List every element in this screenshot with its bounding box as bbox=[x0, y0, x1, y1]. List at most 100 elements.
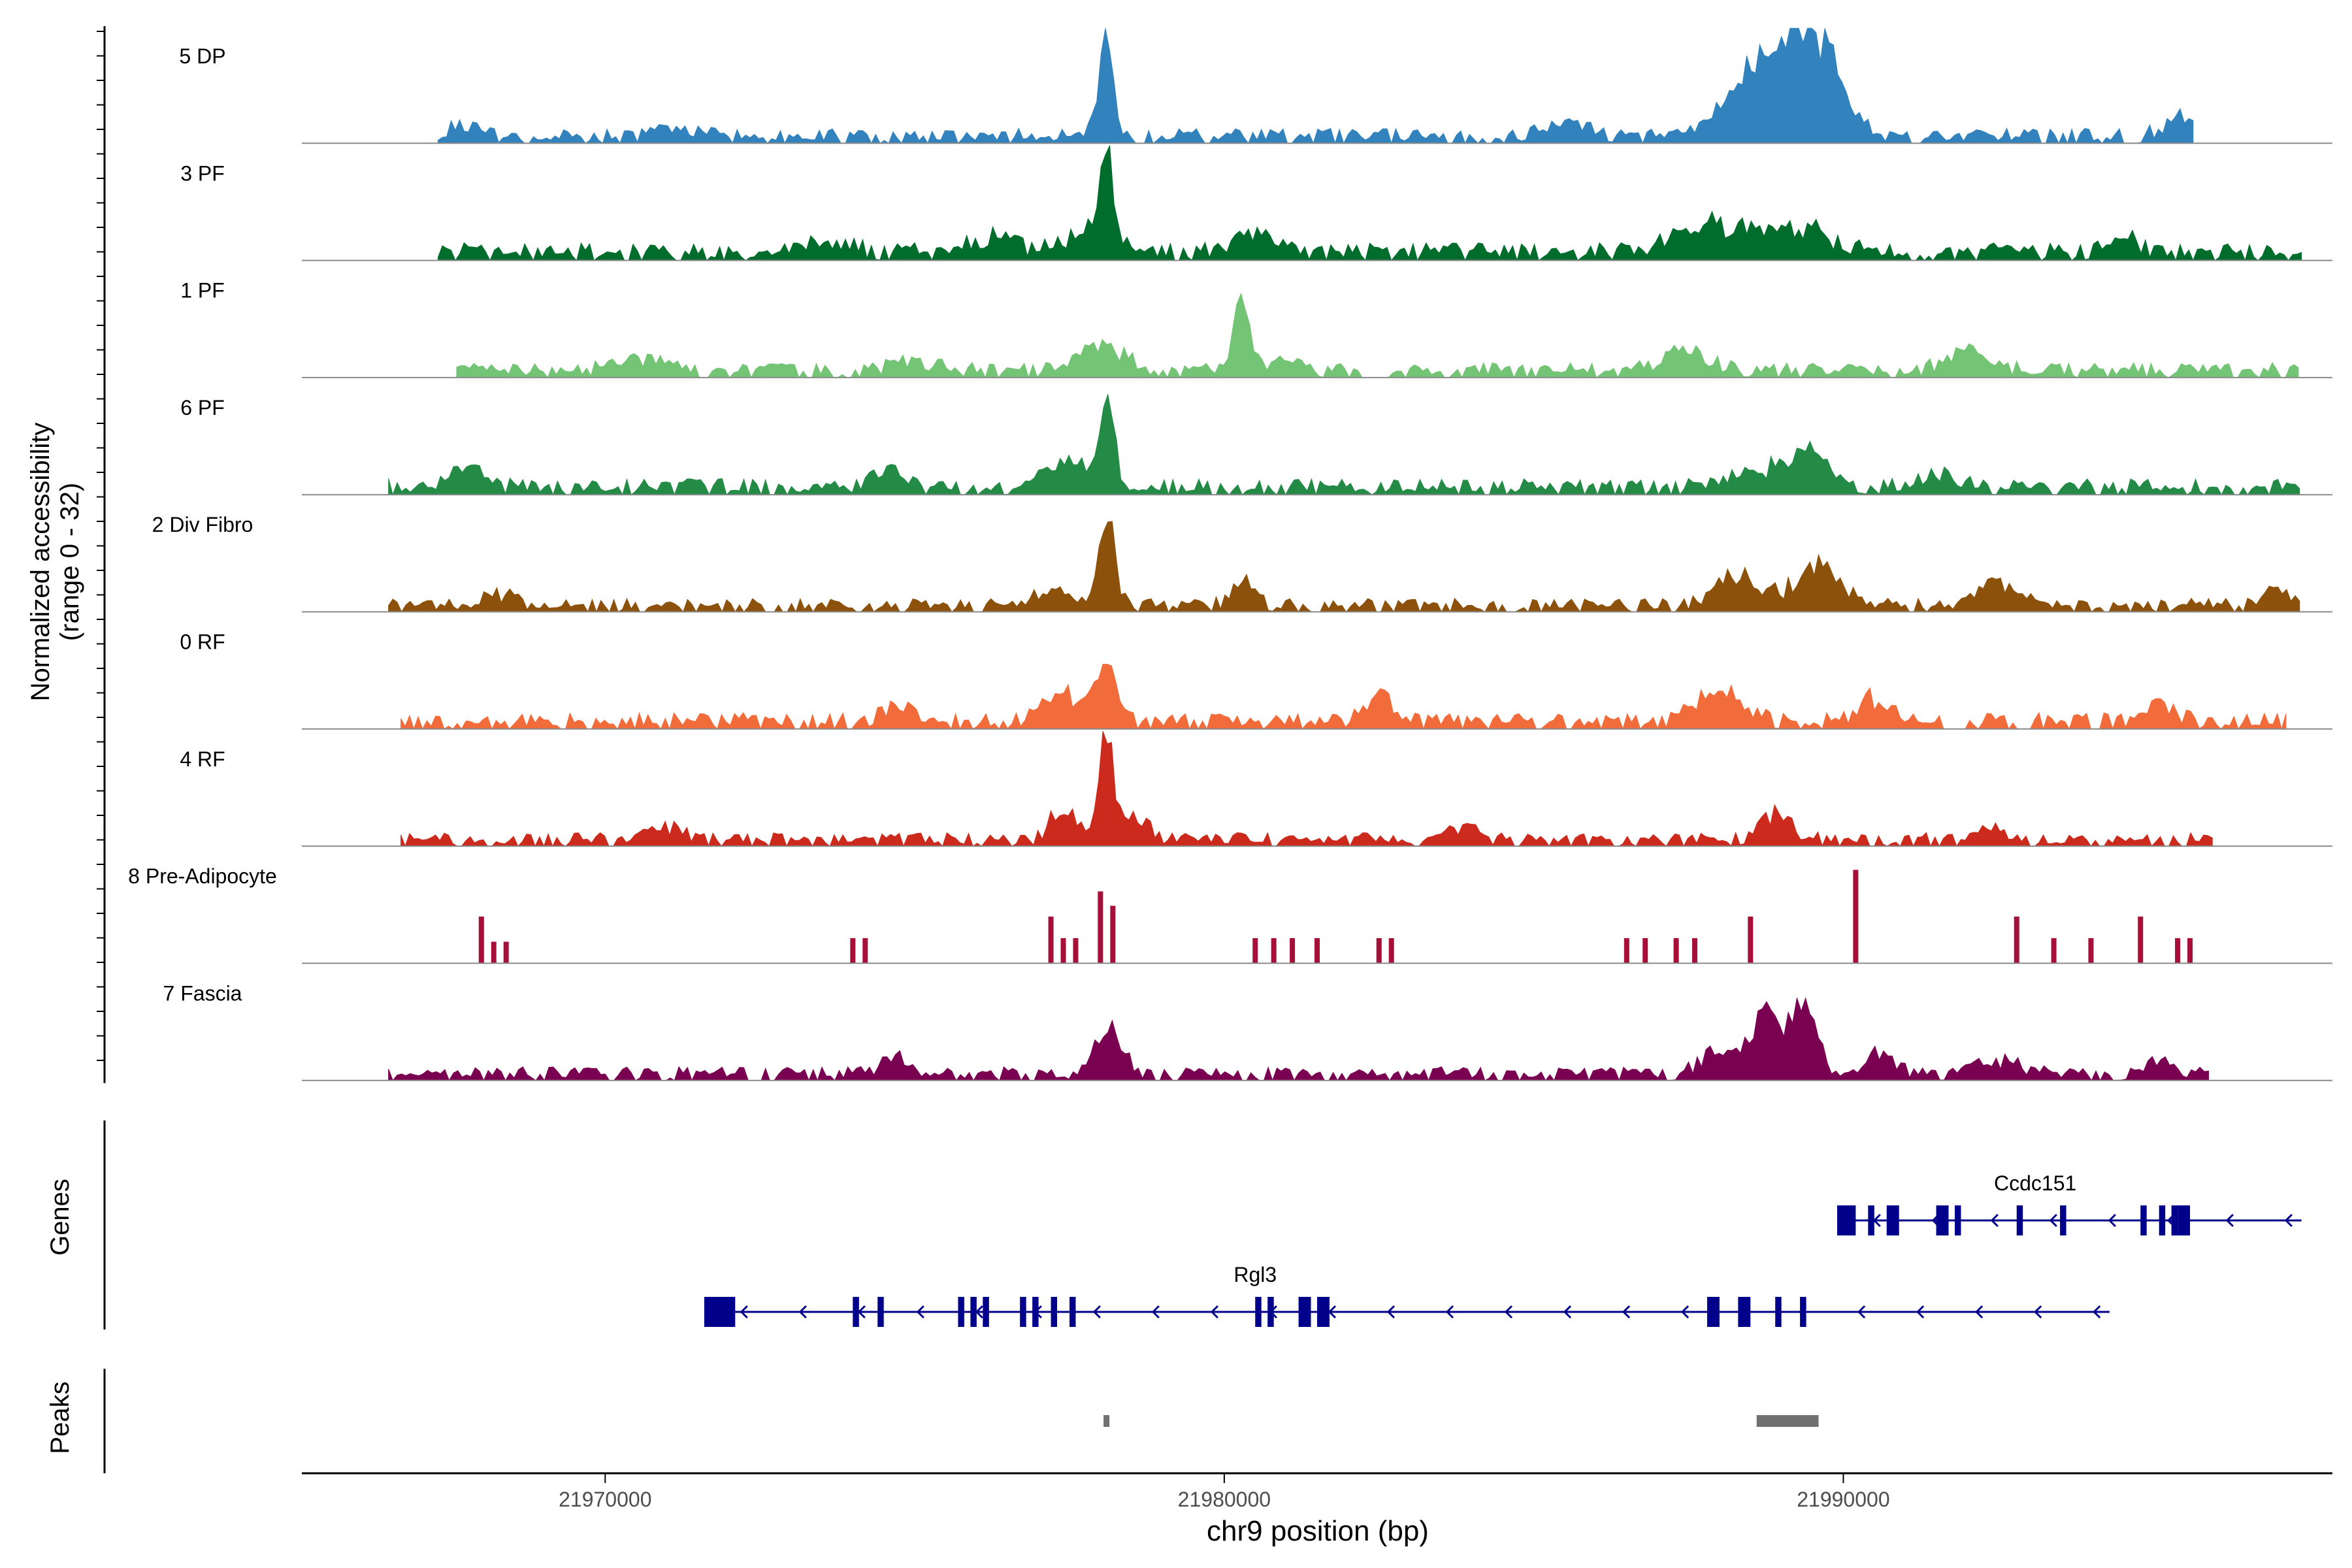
coverage-tracks: 5 DP 3 PF 1 PF 6 PF 2 Div Fibro 0 RF 4 RF 8 Pre… bbox=[128, 27, 2332, 1082]
coverage-area bbox=[388, 521, 2300, 613]
coverage-bar bbox=[491, 941, 497, 964]
coverage-bar bbox=[1073, 938, 1079, 964]
gene-exon bbox=[1020, 1297, 1026, 1327]
peaks-panel-label: Peaks bbox=[46, 1381, 74, 1454]
coverage-bar bbox=[1060, 938, 1066, 964]
gene-ccdc151: Ccdc151 bbox=[1837, 1171, 2302, 1235]
peak-region bbox=[1756, 1415, 1819, 1427]
coverage-bar bbox=[2187, 938, 2193, 964]
coverage-area bbox=[456, 292, 2299, 379]
gene-exon bbox=[877, 1297, 884, 1327]
gene-exon bbox=[2140, 1205, 2147, 1235]
coverage-area bbox=[388, 394, 2300, 497]
gene-annotation-track: Rgl3 Ccdc151 bbox=[103, 1120, 2302, 1330]
track-label: 6 PF bbox=[180, 396, 225, 419]
track-1-pf: 1 PF bbox=[180, 279, 2332, 379]
coverage-bar bbox=[2014, 916, 2019, 964]
track-6-pf: 6 PF bbox=[180, 394, 2332, 497]
strand-chevron bbox=[1916, 1305, 1925, 1319]
strand-chevron bbox=[1680, 1305, 1690, 1319]
track-3-pf: 3 PF bbox=[180, 145, 2332, 262]
strand-chevron bbox=[1990, 1213, 1999, 1228]
coverage-area bbox=[400, 730, 2213, 847]
coverage-bar bbox=[1642, 938, 1648, 964]
coverage-bar bbox=[862, 938, 868, 964]
coverage-bar bbox=[1252, 938, 1258, 964]
strand-chevron bbox=[916, 1305, 924, 1319]
y-axis-label-line1: Normalized accessibility bbox=[26, 423, 55, 702]
track-label: 1 PF bbox=[180, 279, 225, 302]
coverage-area bbox=[400, 664, 2287, 730]
gene-label: Ccdc151 bbox=[1994, 1171, 2076, 1195]
gene-exon bbox=[1954, 1205, 1961, 1235]
gene-exon bbox=[1032, 1297, 1039, 1327]
coverage-bar bbox=[2088, 938, 2094, 964]
coverage-bar bbox=[478, 916, 484, 964]
coverage-bar bbox=[1290, 938, 1296, 964]
strand-chevron bbox=[2049, 1213, 2057, 1228]
track-label: 7 Fascia bbox=[163, 981, 242, 1005]
coverage-area bbox=[438, 145, 2302, 262]
strand-chevron bbox=[2093, 1305, 2101, 1319]
track-label: 4 RF bbox=[180, 747, 225, 771]
track-label: 5 DP bbox=[179, 44, 225, 68]
strand-chevron bbox=[1504, 1305, 1513, 1319]
coverage-bar bbox=[1271, 938, 1277, 964]
coverage-bar bbox=[1853, 870, 1859, 964]
gene-exon bbox=[1707, 1297, 1720, 1327]
x-tick-label: 21970000 bbox=[559, 1488, 651, 1511]
strand-chevron bbox=[2225, 1213, 2234, 1228]
strand-chevron bbox=[1151, 1305, 1160, 1319]
gene-rgl3: Rgl3 bbox=[704, 1263, 2110, 1327]
peak-region bbox=[1103, 1415, 1110, 1427]
gene-exon bbox=[1837, 1205, 1856, 1235]
coverage-bar bbox=[1376, 938, 1382, 964]
coverage-bar bbox=[1110, 906, 1116, 964]
track-4-rf: 4 RF bbox=[180, 730, 2332, 847]
gene-exon bbox=[1298, 1297, 1311, 1327]
gene-exon bbox=[1868, 1205, 1874, 1235]
gene-exon bbox=[2016, 1205, 2023, 1235]
accessibility-axis bbox=[97, 26, 106, 1083]
track-0-rf: 0 RF bbox=[180, 630, 2332, 730]
coverage-bar bbox=[1048, 916, 1054, 964]
track-label: 0 RF bbox=[180, 630, 225, 654]
track-8-pre-adipocyte: 8 Pre-Adipocyte bbox=[128, 864, 2332, 964]
x-tick-label: 21990000 bbox=[1797, 1488, 1889, 1511]
strand-chevron bbox=[1857, 1305, 1866, 1319]
strand-chevron bbox=[1210, 1305, 1218, 1319]
track-label: 3 PF bbox=[180, 161, 225, 185]
strand-chevron bbox=[2034, 1305, 2042, 1319]
strand-chevron bbox=[2108, 1213, 2116, 1228]
track-7-fascia: 7 Fascia bbox=[163, 981, 2332, 1082]
gene-exon bbox=[970, 1297, 977, 1327]
coverage-bar bbox=[503, 941, 509, 964]
track-5-dp: 5 DP bbox=[179, 27, 2332, 145]
strand-chevron bbox=[740, 1305, 748, 1319]
gene-exon bbox=[1775, 1297, 1782, 1327]
x-axis-title: chr9 position (bp) bbox=[1207, 1515, 1429, 1547]
coverage-bar bbox=[1388, 938, 1394, 964]
gene-label: Rgl3 bbox=[1233, 1263, 1277, 1286]
gene-exon bbox=[853, 1297, 859, 1327]
strand-chevron bbox=[1092, 1305, 1101, 1319]
coverage-bar bbox=[2175, 938, 2181, 964]
track-label: 2 Div Fibro bbox=[152, 513, 253, 536]
coverage-bar bbox=[1315, 938, 1320, 964]
gene-exon bbox=[2171, 1205, 2178, 1235]
gene-exon bbox=[1936, 1205, 1949, 1235]
y-axis-label-line2: (range 0 - 32) bbox=[56, 483, 84, 641]
strand-chevron bbox=[2284, 1213, 2293, 1228]
coverage-bar bbox=[1624, 938, 1629, 964]
x-axis: 21970000 21980000 21990000 bbox=[302, 1472, 2332, 1511]
track-2-div-fibro: 2 Div Fibro bbox=[152, 513, 2332, 613]
coverage-area bbox=[388, 997, 2209, 1082]
gene-exon bbox=[704, 1297, 736, 1327]
gene-exon bbox=[2178, 1205, 2191, 1235]
gene-exon bbox=[958, 1297, 964, 1327]
gene-exon bbox=[1800, 1297, 1806, 1327]
strand-chevron bbox=[1975, 1305, 1984, 1319]
strand-chevron bbox=[798, 1305, 807, 1319]
coverage-bar bbox=[1673, 938, 1679, 964]
